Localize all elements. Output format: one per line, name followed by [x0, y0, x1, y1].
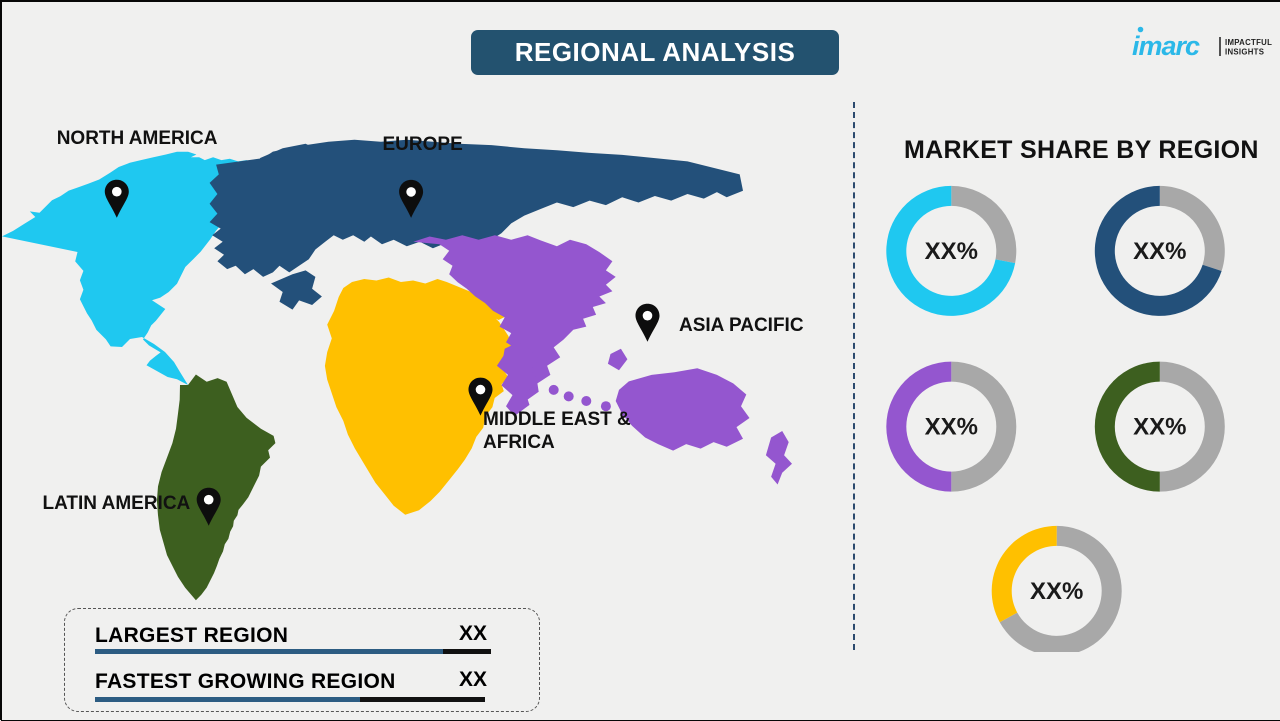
- svg-text:XX%: XX%: [1030, 578, 1083, 605]
- svg-text:INSIGHTS: INSIGHTS: [1225, 48, 1264, 57]
- svg-text:imarc: imarc: [1132, 31, 1200, 61]
- svg-text:XX%: XX%: [925, 414, 978, 441]
- svg-text:IMPACTFUL: IMPACTFUL: [1225, 38, 1272, 47]
- svg-text:XX%: XX%: [1133, 238, 1186, 265]
- svg-text:XX%: XX%: [1133, 414, 1186, 441]
- svg-text:XX%: XX%: [925, 238, 978, 265]
